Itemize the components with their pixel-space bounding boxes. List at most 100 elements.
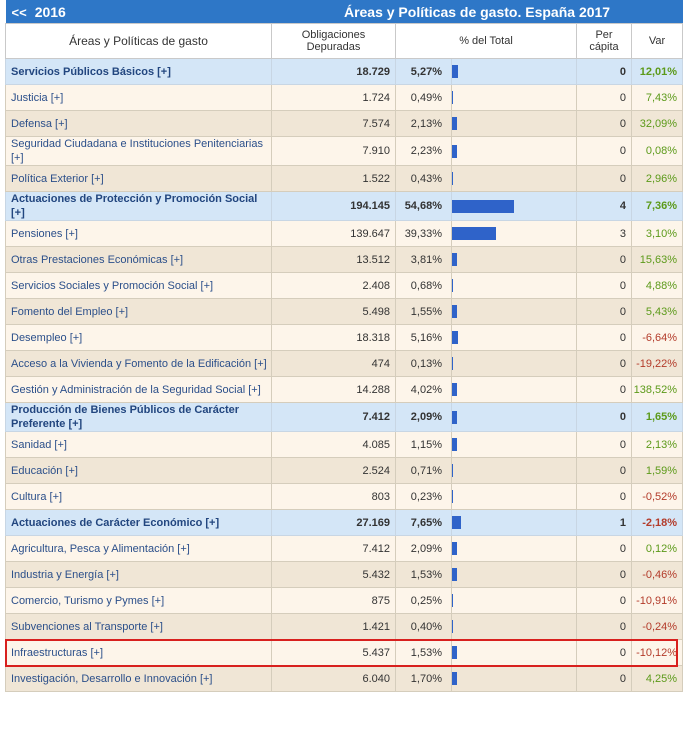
row-pct-bar: [452, 672, 457, 685]
policy-row: Gestión y Administración de la Seguridad…: [5, 376, 684, 403]
row-obligaciones-value: 474: [271, 350, 396, 377]
row-pct-bar: [452, 646, 457, 659]
back-arrow-icon: <<: [11, 4, 27, 20]
row-var-value: 2,96%: [630, 165, 684, 192]
row-pct-value: 0,68%: [395, 272, 452, 299]
row-name-link[interactable]: Infraestructuras [+]: [5, 639, 272, 666]
row-pct-value: 0,49%: [395, 84, 452, 111]
policy-row: Política Exterior [+] 1.522 0,43% 0 2,96…: [5, 165, 684, 192]
row-name-link[interactable]: Cultura [+]: [5, 483, 272, 510]
row-pct-bar: [452, 516, 461, 529]
row-name-link[interactable]: Gestión y Administración de la Seguridad…: [5, 376, 272, 403]
row-obligaciones-value: 4.085: [271, 431, 396, 458]
row-name-link[interactable]: Pensiones [+]: [5, 220, 272, 247]
row-name-link[interactable]: Actuaciones de Protección y Promoción So…: [5, 191, 272, 221]
row-var-value: -2,18%: [630, 509, 684, 536]
policy-row: Seguridad Ciudadana e Instituciones Peni…: [5, 136, 684, 166]
area-row: Producción de Bienes Públicos de Carácte…: [5, 402, 684, 432]
row-pct-bar: [452, 568, 457, 581]
row-pct-bar: [452, 438, 457, 451]
row-per-capita-value: 0: [576, 431, 632, 458]
row-pct-bar: [452, 199, 514, 213]
row-pct-value: 2,09%: [395, 535, 452, 562]
row-pct-bar: [452, 279, 453, 292]
row-var-value: 5,43%: [630, 298, 684, 325]
table-body: Servicios Públicos Básicos [+] 18.729 5,…: [5, 58, 684, 692]
row-name-link[interactable]: Producción de Bienes Públicos de Carácte…: [5, 402, 272, 432]
row-name-link[interactable]: Comercio, Turismo y Pymes [+]: [5, 587, 272, 614]
row-name-link[interactable]: Fomento del Empleo [+]: [5, 298, 272, 325]
budget-table: << 2016 Áreas y Políticas de gasto. Españ…: [5, 0, 684, 692]
row-name-link[interactable]: Agricultura, Pesca y Alimentación [+]: [5, 535, 272, 562]
row-name-link[interactable]: Educación [+]: [5, 457, 272, 484]
row-pct-bar-cell: [451, 324, 577, 351]
column-header-per-capita: Per cápita: [576, 23, 632, 59]
row-per-capita-value: 0: [576, 298, 632, 325]
row-per-capita-value: 0: [576, 136, 632, 166]
row-var-value: -6,64%: [630, 324, 684, 351]
row-name-link[interactable]: Actuaciones de Carácter Económico [+]: [5, 509, 272, 536]
row-obligaciones-value: 2.524: [271, 457, 396, 484]
policy-row: Subvenciones al Transporte [+] 1.421 0,4…: [5, 613, 684, 640]
row-pct-value: 1,70%: [395, 665, 452, 692]
row-var-value: 7,36%: [630, 191, 684, 221]
row-name-link[interactable]: Seguridad Ciudadana e Instituciones Peni…: [5, 136, 272, 166]
row-pct-value: 2,13%: [395, 110, 452, 137]
title-bar: << 2016 Áreas y Políticas de gasto. Españ…: [5, 0, 683, 24]
previous-year-link[interactable]: << 2016: [5, 0, 272, 24]
row-pct-bar: [452, 172, 453, 185]
row-name-link[interactable]: Desempleo [+]: [5, 324, 272, 351]
row-pct-bar: [452, 117, 457, 130]
row-per-capita-value: 4: [576, 191, 632, 221]
policy-row: Otras Prestaciones Económicas [+] 13.512…: [5, 246, 684, 273]
row-pct-bar-cell: [451, 272, 577, 299]
row-var-value: 15,63%: [630, 246, 684, 273]
row-pct-bar-cell: [451, 165, 577, 192]
row-name-link[interactable]: Justicia [+]: [5, 84, 272, 111]
row-pct-value: 2,23%: [395, 136, 452, 166]
row-pct-bar-cell: [451, 376, 577, 403]
policy-row: Comercio, Turismo y Pymes [+] 875 0,25% …: [5, 587, 684, 614]
row-pct-bar-cell: [451, 350, 577, 377]
row-per-capita-value: 0: [576, 272, 632, 299]
row-pct-bar: [452, 305, 457, 318]
column-header-var: Var: [630, 23, 684, 59]
row-obligaciones-value: 18.318: [271, 324, 396, 351]
row-per-capita-value: 0: [576, 402, 632, 432]
row-pct-bar-cell: [451, 246, 577, 273]
row-var-value: 4,25%: [630, 665, 684, 692]
row-obligaciones-value: 139.647: [271, 220, 396, 247]
row-pct-value: 1,53%: [395, 639, 452, 666]
row-obligaciones-value: 7.412: [271, 402, 396, 432]
row-name-link[interactable]: Investigación, Desarrollo e Innovación […: [5, 665, 272, 692]
row-obligaciones-value: 7.412: [271, 535, 396, 562]
row-obligaciones-value: 7.574: [271, 110, 396, 137]
row-obligaciones-value: 14.288: [271, 376, 396, 403]
row-pct-value: 3,81%: [395, 246, 452, 273]
row-name-link[interactable]: Subvenciones al Transporte [+]: [5, 613, 272, 640]
row-pct-bar-cell: [451, 613, 577, 640]
row-name-link[interactable]: Defensa [+]: [5, 110, 272, 137]
policy-row: Justicia [+] 1.724 0,49% 0 7,43%: [5, 84, 684, 111]
policy-row: Servicios Sociales y Promoción Social [+…: [5, 272, 684, 299]
row-pct-bar-cell: [451, 136, 577, 166]
row-per-capita-value: 0: [576, 350, 632, 377]
policy-row: Pensiones [+] 139.647 39,33% 3 3,10%: [5, 220, 684, 247]
row-name-link[interactable]: Política Exterior [+]: [5, 165, 272, 192]
row-var-value: -0,46%: [630, 561, 684, 588]
row-name-link[interactable]: Servicios Públicos Básicos [+]: [5, 58, 272, 85]
row-obligaciones-value: 875: [271, 587, 396, 614]
row-name-link[interactable]: Acceso a la Vivienda y Fomento de la Edi…: [5, 350, 272, 377]
column-header-name: Áreas y Políticas de gasto: [5, 23, 272, 59]
row-pct-value: 5,16%: [395, 324, 452, 351]
row-var-value: 3,10%: [630, 220, 684, 247]
policy-row: Desempleo [+] 18.318 5,16% 0 -6,64%: [5, 324, 684, 351]
row-name-link[interactable]: Industria y Energía [+]: [5, 561, 272, 588]
row-pct-bar-cell: [451, 402, 577, 432]
row-var-value: 7,43%: [630, 84, 684, 111]
row-name-link[interactable]: Sanidad [+]: [5, 431, 272, 458]
row-name-link[interactable]: Servicios Sociales y Promoción Social [+…: [5, 272, 272, 299]
row-pct-bar: [452, 383, 457, 396]
row-name-link[interactable]: Otras Prestaciones Económicas [+]: [5, 246, 272, 273]
row-pct-value: 2,09%: [395, 402, 452, 432]
